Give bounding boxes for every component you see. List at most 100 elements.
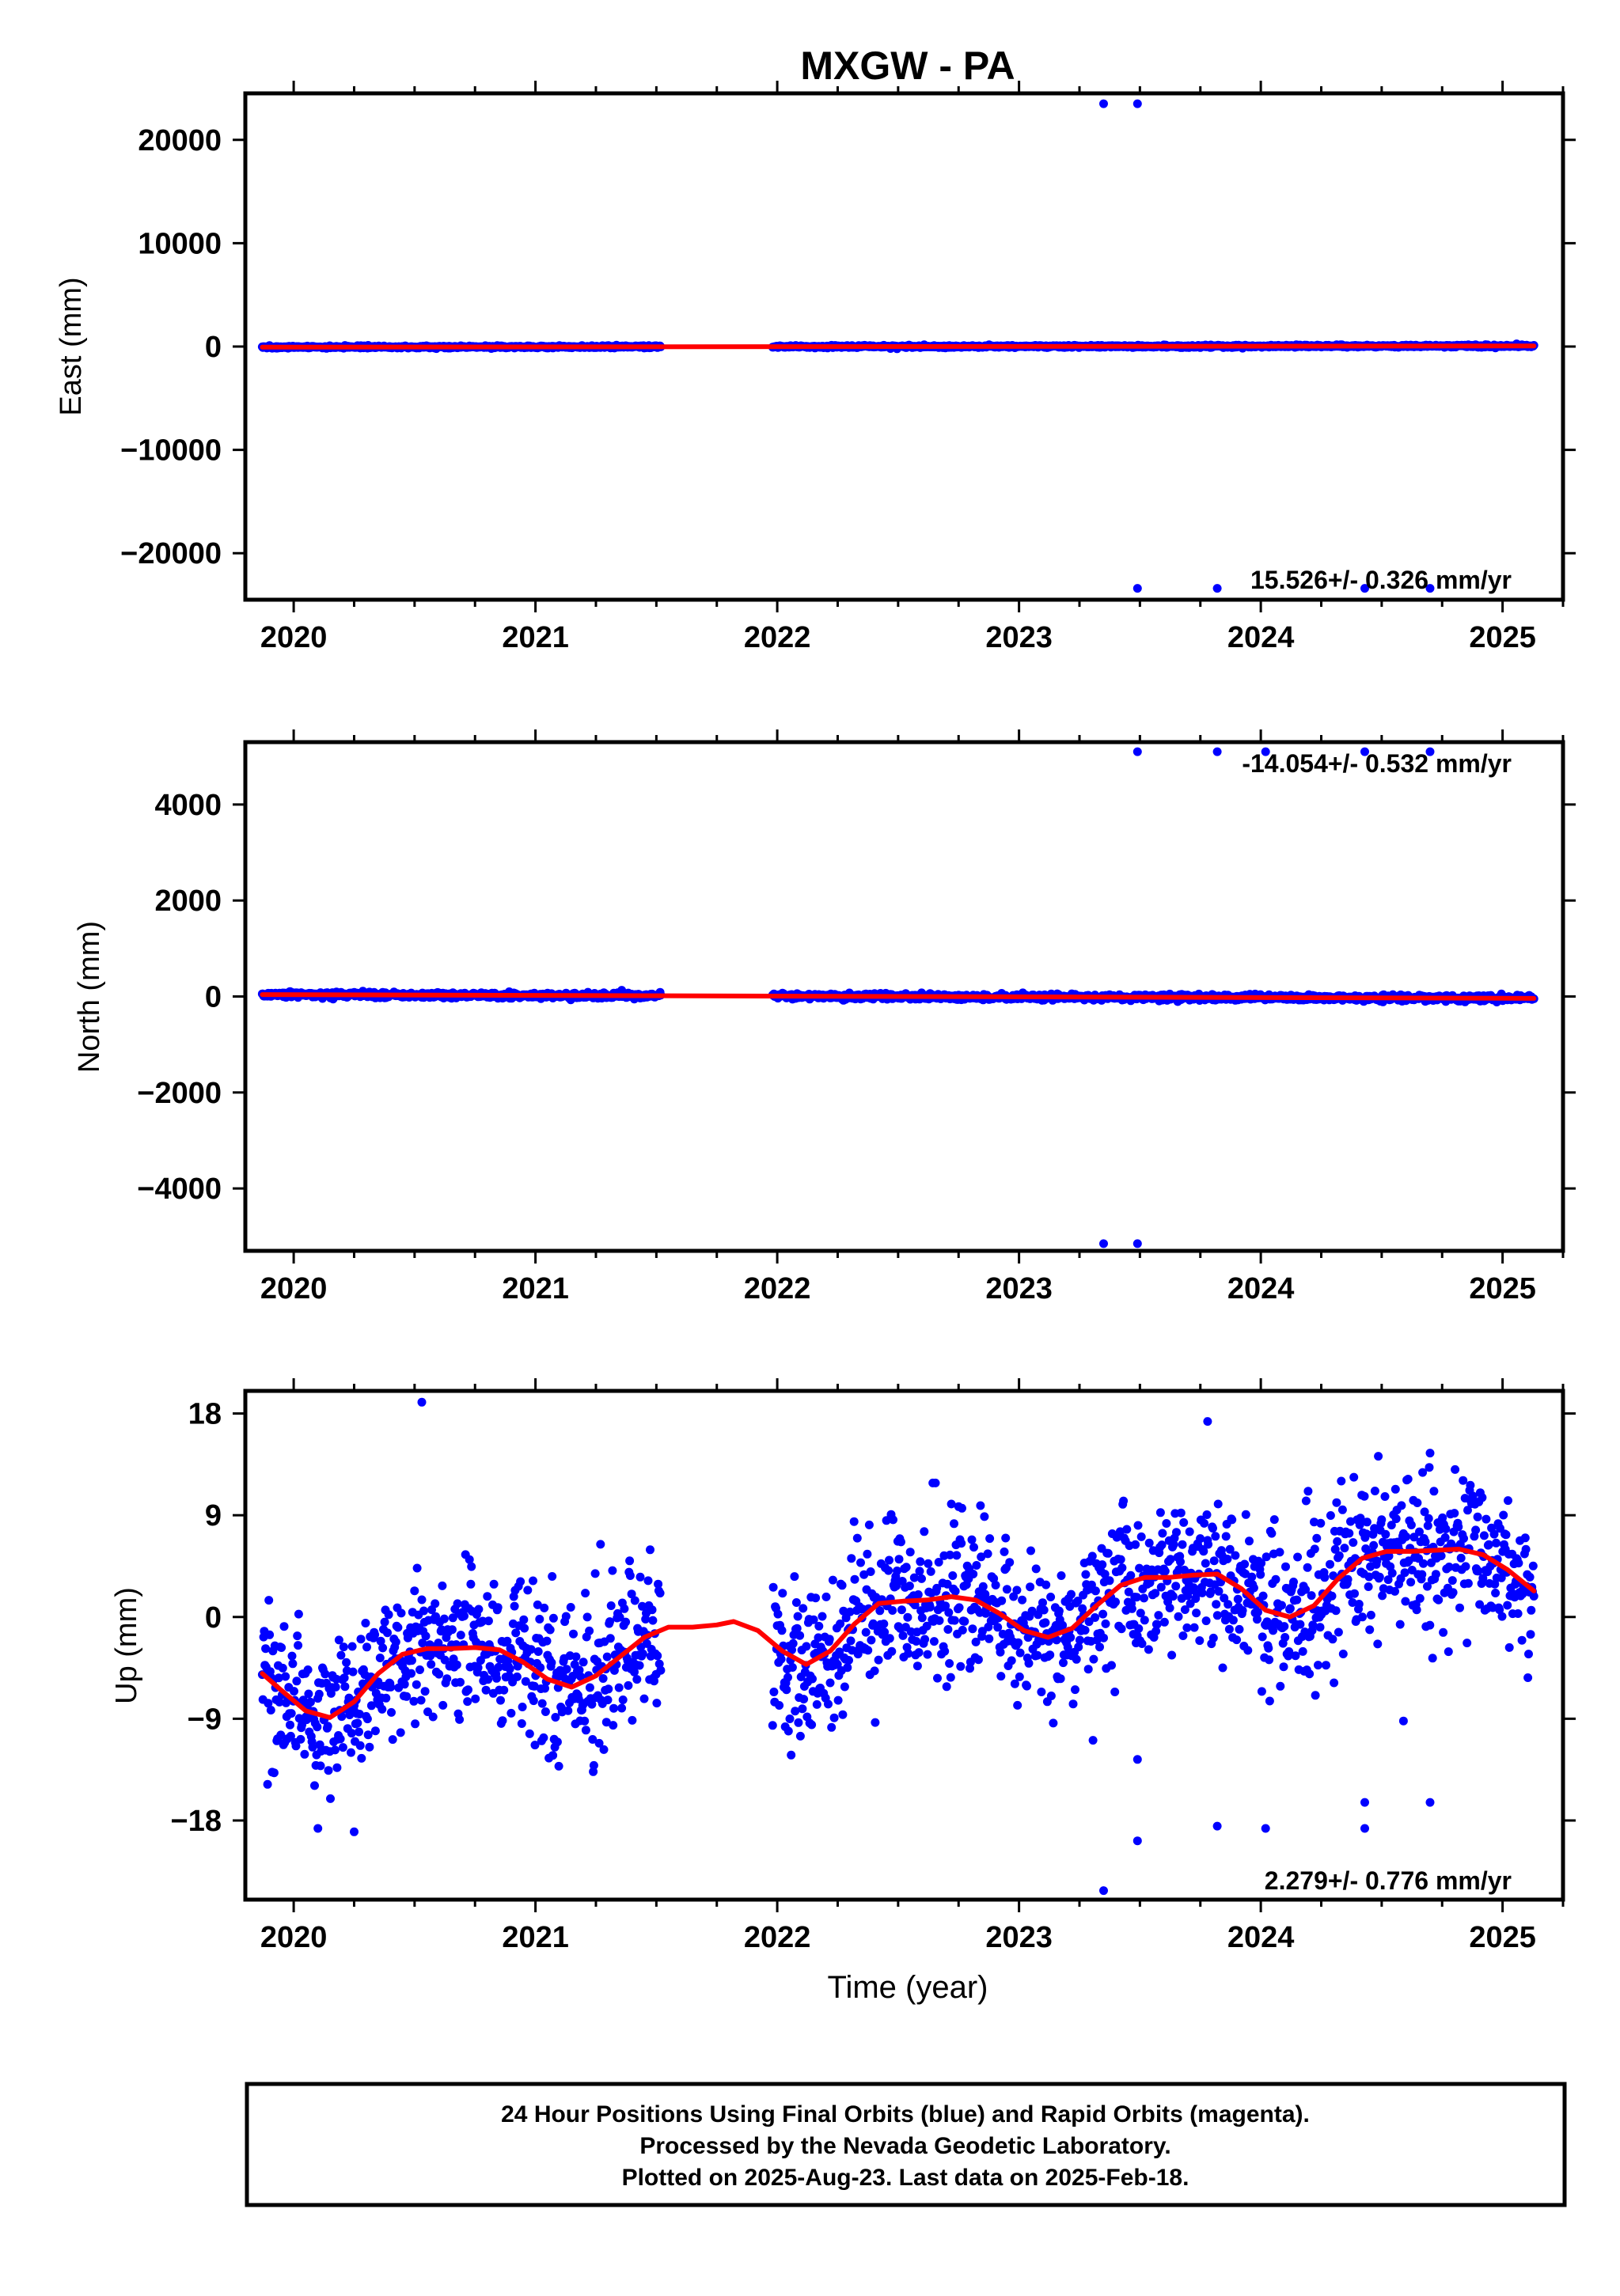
up-data-point [1174,1612,1183,1621]
up-x-tick-label: 2023 [985,1921,1053,1954]
up-data-point [1179,1517,1189,1527]
up-data-point [596,1540,605,1549]
up-data-point [447,1625,457,1635]
east-y-tick-label: −20000 [120,537,222,570]
up-data-point [561,1612,571,1621]
up-data-point [788,1639,798,1648]
up-data-point [1176,1557,1185,1567]
up-data-point [777,1626,787,1635]
up-data-point [837,1581,847,1590]
up-data-point [929,1637,939,1646]
up-data-point [415,1665,424,1674]
up-data-point [956,1661,966,1671]
up-data-point [540,1603,549,1612]
up-data-point [416,1695,426,1705]
up-data-point [357,1753,366,1763]
up-data-point [1072,1654,1081,1664]
up-data-point [590,1569,600,1578]
north-y-tick-label: −4000 [137,1173,222,1206]
up-data-point [653,1651,662,1661]
up-data-point [798,1704,807,1714]
up-data-point [920,1635,930,1644]
up-data-point [529,1696,538,1706]
up-data-point [1196,1534,1205,1544]
up-data-point [950,1519,958,1529]
up-data-point [996,1672,1006,1681]
up-data-point [286,1709,296,1718]
up-data-point [948,1571,958,1580]
up-data-point [1039,1605,1049,1615]
up-data-point [296,1734,305,1744]
up-data-point [920,1527,929,1536]
up-data-point [1126,1570,1136,1580]
up-data-point [455,1714,465,1724]
east-x-tick-label: 2023 [985,621,1053,654]
up-data-point [439,1614,449,1623]
up-data-point [303,1665,313,1674]
up-data-point [1165,1603,1174,1612]
up-data-point [885,1634,894,1643]
up-data-point [1091,1613,1100,1622]
up-data-point [464,1685,472,1695]
up-data-point [1166,1555,1175,1564]
up-data-point [897,1605,906,1615]
up-data-point [1144,1645,1153,1654]
up-data-point [545,1625,555,1635]
north-y-tick-label: 0 [205,981,222,1014]
north-outlier-point [1212,747,1222,756]
up-data-point [264,1596,274,1605]
up-data-point [923,1650,932,1659]
up-data-point [326,1794,335,1803]
up-data-point [396,1608,406,1618]
up-data-point [1087,1552,1097,1561]
up-x-tick-label: 2024 [1227,1921,1295,1954]
up-data-point [263,1779,272,1789]
up-data-point [266,1706,275,1714]
up-data-point [1195,1636,1205,1646]
up-data-point [1185,1527,1194,1536]
up-data-point [863,1549,872,1559]
up-data-point [646,1545,654,1555]
up-data-point [628,1715,637,1725]
up-data-point [1066,1633,1076,1642]
up-data-point [795,1631,805,1640]
up-data-point [1005,1558,1015,1567]
up-data-point [1081,1570,1091,1579]
up-data-point [1000,1547,1009,1556]
east-outlier-point [1212,584,1222,593]
up-data-point [290,1687,298,1696]
up-data-point [1046,1692,1056,1700]
up-data-point [589,1760,598,1770]
up-data-point [571,1652,581,1661]
up-data-point [647,1605,657,1615]
up-data-point [523,1586,533,1595]
up-data-point [942,1682,951,1692]
east-x-axis: 2020 2021 2022 2023 2024 2025 [260,81,1565,654]
up-data-point [384,1610,393,1620]
up-data-point [361,1619,370,1627]
up-data-point [1116,1555,1125,1564]
up-data-point [541,1707,550,1716]
up-data-point [582,1612,592,1622]
up-data-point [1189,1623,1199,1632]
up-data-point [466,1579,476,1589]
up-data-point [933,1673,942,1683]
up-data-point [313,1722,322,1732]
up-data-point [1197,1588,1207,1597]
up-data-point [898,1631,908,1640]
up-data-point [604,1684,613,1694]
up-data-point [787,1663,797,1672]
up-data-point [370,1630,380,1639]
up-data-point [931,1478,940,1487]
up-data-point [1140,1616,1149,1625]
up-x-tick-label: 2025 [1469,1921,1536,1954]
up-data-point [795,1731,805,1741]
up-data-point [950,1616,959,1625]
up-data-point [625,1556,635,1566]
up-data-point [1002,1585,1011,1594]
up-data-point [648,1616,658,1625]
up-data-point [1144,1538,1154,1548]
up-data-point [1038,1598,1047,1608]
